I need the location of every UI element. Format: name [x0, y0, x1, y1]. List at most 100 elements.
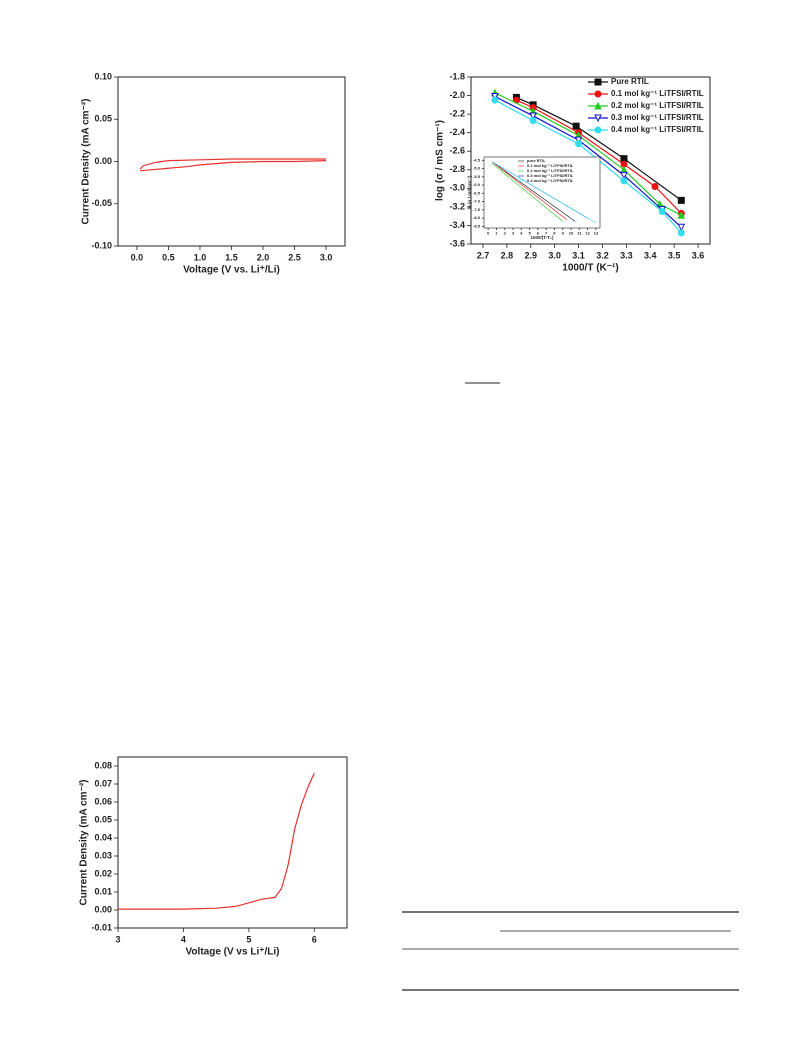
y-tick-label: 0.10	[94, 71, 112, 81]
x-tick-label: 2.0	[257, 252, 270, 262]
marker	[620, 171, 628, 180]
y-axis-label: log (σ / mS cm⁻¹)	[435, 120, 446, 201]
marker	[677, 196, 685, 204]
legend-label: Pure RTIL	[611, 77, 649, 86]
x-tick-label: 3.5	[668, 250, 681, 260]
y-axis-label: ln (σ / mS cm⁻¹)	[467, 175, 472, 209]
series-line	[118, 772, 315, 910]
y-tick-label: 0.05	[94, 114, 112, 124]
chart: 3 4 5 6 -0.01 0.00 0.01 0.02 0.03 0.04 0.05 0.06 0.0…	[79, 756, 348, 958]
y-tick-label: 0.08	[94, 760, 112, 770]
y-tick-label: -0.05	[91, 198, 112, 208]
chart: 0 1 2 3 4 5 6 7 8 9 10 11 12 13-4.5-5.0-5.5-6.0-6.5-7…	[467, 156, 601, 240]
x-tick-label: 5	[528, 231, 531, 236]
x-tick-label: 2.5	[288, 252, 301, 262]
plot-frame	[483, 156, 601, 229]
x-axis-label: 1000/(T-T₀)	[530, 235, 554, 240]
x-tick-label: 3.4	[644, 250, 657, 260]
series-line	[140, 160, 327, 172]
x-tick-label: 5	[246, 934, 251, 944]
x-tick-label: 1.5	[225, 252, 238, 262]
plot-frame	[470, 76, 711, 245]
marker	[491, 92, 499, 101]
chart: 0.0 0.5 1.0 1.5 2.0 2.5 3.0 -0.10 -0.05 0.00 0.05 0…	[81, 71, 346, 276]
x-tick-label: 6	[312, 934, 317, 944]
x-tick-label: 2	[504, 231, 507, 236]
x-tick-label: 0	[487, 231, 490, 236]
legend-marker	[594, 90, 602, 98]
x-tick-label: 8	[553, 231, 556, 236]
y-tick-label: -3.4	[449, 220, 465, 230]
x-tick-label: 2.8	[501, 250, 514, 260]
series-line	[494, 99, 682, 234]
series-line	[139, 158, 327, 170]
y-tick-label: -3.0	[449, 183, 465, 193]
inset-background	[484, 157, 600, 228]
x-tick-label: 3.6	[692, 250, 705, 260]
plot-frame	[117, 756, 348, 929]
y-tick-label: -2.0	[449, 90, 465, 100]
legend-label: 0.4 mol kg⁻¹ LiTFSI/RTIL	[527, 178, 574, 183]
legend-marker	[594, 126, 602, 134]
y-tick-label: 0.02	[94, 868, 112, 878]
x-tick-label: 1.0	[194, 252, 207, 262]
y-tick-label: 0.03	[94, 850, 112, 860]
x-tick-label: 3.2	[596, 250, 609, 260]
y-tick-label: -0.10	[91, 240, 112, 250]
marker	[677, 229, 685, 237]
marker	[677, 223, 686, 232]
y-tick-label: -7.0	[473, 199, 481, 204]
series-line	[492, 161, 568, 220]
y-tick-label: 0.00	[94, 156, 112, 166]
x-tick-label: 3.1	[572, 250, 585, 260]
marker	[572, 122, 580, 130]
series-line	[492, 161, 576, 222]
y-tick-label: -2.2	[449, 108, 465, 118]
x-tick-label: 0.5	[162, 252, 175, 262]
x-tick-label: 3.0	[548, 250, 561, 260]
legend-label: 0.2 mol kg⁻¹ LiTFSI/RTIL	[611, 101, 704, 110]
y-tick-label: -0.01	[91, 922, 112, 932]
x-tick-label: 13	[594, 231, 599, 236]
x-tick-label: 9	[562, 231, 565, 236]
y-tick-label: -4.5	[473, 157, 481, 162]
y-tick-label: -8.0	[473, 215, 481, 220]
x-axis-label: Voltage (V vs. Li⁺/Li)	[183, 265, 280, 276]
y-tick-label: 0.01	[94, 886, 112, 896]
legend-label: pure RTIL	[527, 158, 546, 163]
y-tick-label: -2.6	[449, 146, 465, 156]
marker	[651, 182, 659, 190]
x-tick-label: 3	[115, 934, 120, 944]
x-tick-label: 2.7	[477, 250, 490, 260]
x-axis-label: Voltage (V vs Li⁺/Li)	[186, 947, 280, 958]
marker	[575, 140, 583, 148]
legend-label: 0.4 mol kg⁻¹ LiTFSI/RTIL	[611, 125, 704, 134]
y-tick-label: 0.07	[94, 778, 112, 788]
marker	[658, 208, 666, 216]
y-axis-label: Current Density (mA cm⁻²)	[79, 779, 90, 905]
y-axis-label: Current Density (mA cm⁻²)	[81, 98, 92, 224]
y-tick-label: -5.0	[473, 166, 481, 171]
legend-label: 0.3 mol kg⁻¹ LiTFSI/RTIL	[527, 173, 574, 178]
y-tick-label: -5.5	[473, 174, 481, 179]
legend-label: 0.2 mol kg⁻¹ LiTFSI/RTIL	[527, 168, 574, 173]
y-tick-label: 0.05	[94, 814, 112, 824]
y-tick-label: -6.0	[473, 182, 481, 187]
marker	[529, 112, 537, 121]
x-tick-label: 11	[577, 231, 582, 236]
marker	[620, 177, 628, 185]
legend-marker	[594, 101, 602, 110]
x-tick-label: 4	[181, 934, 186, 944]
legend-label: 0.1 mol kg⁻¹ LiTFSI/RTIL	[527, 163, 574, 168]
y-tick-label: 0.00	[94, 904, 112, 914]
x-tick-label: 1	[495, 231, 498, 236]
x-tick-label: 2.9	[524, 250, 537, 260]
legend-marker	[594, 114, 602, 123]
x-tick-label: 3	[512, 231, 515, 236]
y-tick-label: -6.5	[473, 190, 481, 195]
legend-marker	[594, 78, 602, 86]
marker	[574, 136, 583, 145]
y-tick-label: -3.6	[449, 238, 465, 248]
y-tick-label: -7.5	[473, 207, 481, 212]
